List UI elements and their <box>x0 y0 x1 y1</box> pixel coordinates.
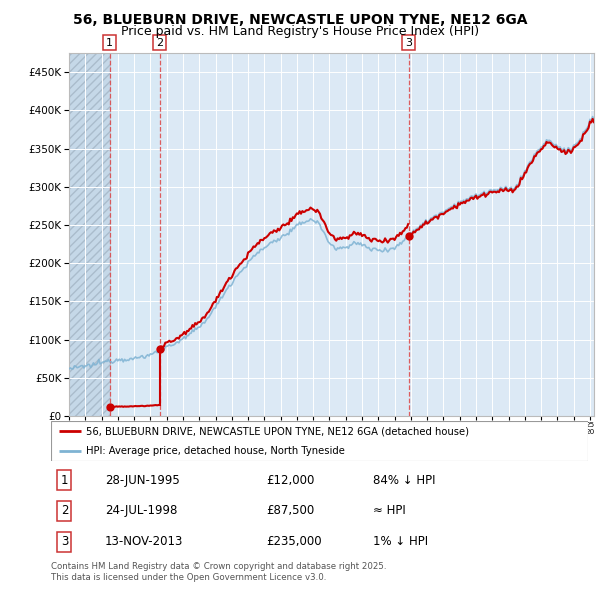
Text: 24-JUL-1998: 24-JUL-1998 <box>105 504 177 517</box>
Text: 2: 2 <box>61 504 68 517</box>
Text: HPI: Average price, detached house, North Tyneside: HPI: Average price, detached house, Nort… <box>86 447 345 456</box>
Text: £87,500: £87,500 <box>266 504 314 517</box>
Bar <box>110 53 160 416</box>
Text: 56, BLUEBURN DRIVE, NEWCASTLE UPON TYNE, NE12 6GA (detached house): 56, BLUEBURN DRIVE, NEWCASTLE UPON TYNE,… <box>86 427 469 436</box>
Text: Contains HM Land Registry data © Crown copyright and database right 2025.
This d: Contains HM Land Registry data © Crown c… <box>51 562 386 582</box>
Bar <box>69 53 110 416</box>
Text: 13-NOV-2013: 13-NOV-2013 <box>105 535 183 548</box>
Text: 84% ↓ HPI: 84% ↓ HPI <box>373 474 436 487</box>
Text: £235,000: £235,000 <box>266 535 322 548</box>
Text: 3: 3 <box>61 535 68 548</box>
Text: 28-JUN-1995: 28-JUN-1995 <box>105 474 179 487</box>
Text: 3: 3 <box>405 38 412 48</box>
Text: 56, BLUEBURN DRIVE, NEWCASTLE UPON TYNE, NE12 6GA: 56, BLUEBURN DRIVE, NEWCASTLE UPON TYNE,… <box>73 13 527 27</box>
Text: 2: 2 <box>156 38 163 48</box>
Text: Price paid vs. HM Land Registry's House Price Index (HPI): Price paid vs. HM Land Registry's House … <box>121 25 479 38</box>
Text: ≈ HPI: ≈ HPI <box>373 504 406 517</box>
Bar <box>69 53 110 416</box>
Text: £12,000: £12,000 <box>266 474 314 487</box>
Text: 1: 1 <box>106 38 113 48</box>
Text: 1% ↓ HPI: 1% ↓ HPI <box>373 535 428 548</box>
Text: 1: 1 <box>61 474 68 487</box>
